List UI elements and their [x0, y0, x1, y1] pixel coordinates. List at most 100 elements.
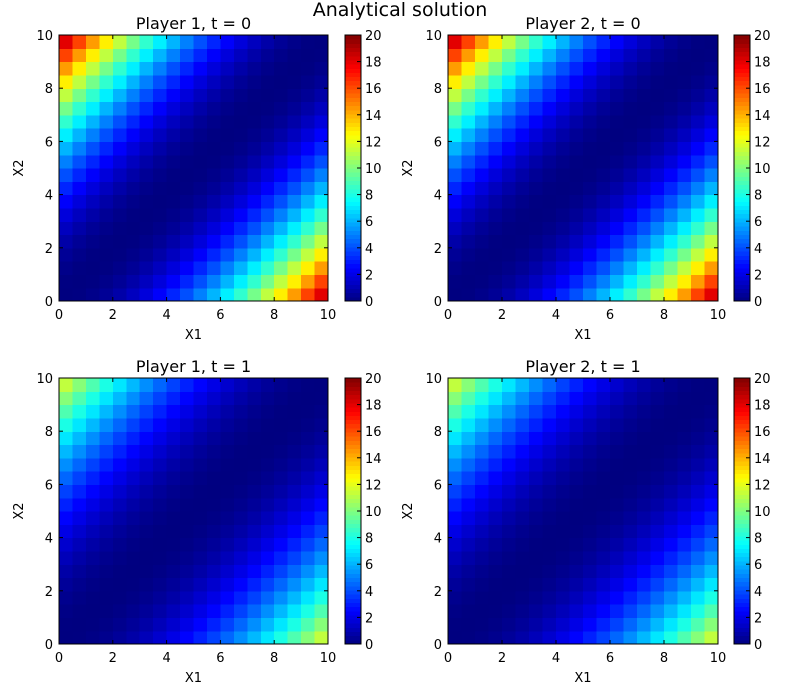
heatmap-cell — [637, 457, 652, 472]
colorbar-segment — [345, 477, 361, 483]
heatmap-cell — [637, 497, 652, 512]
heatmap-cell — [475, 207, 490, 222]
heatmap-cell — [664, 181, 679, 196]
heatmap-cell — [166, 378, 181, 392]
colorbar-segment — [345, 259, 361, 265]
heatmap-cell — [247, 511, 262, 525]
colorbar-segment — [345, 163, 361, 169]
colorbar-segment — [734, 544, 750, 549]
heatmap-cell — [301, 537, 316, 552]
colorbar-segment — [345, 565, 361, 570]
heatmap-cell — [664, 471, 679, 485]
heatmap-cell — [677, 287, 692, 302]
heatmap-cell — [153, 537, 168, 552]
heatmap-cell — [691, 48, 706, 63]
heatmap-cell — [502, 194, 517, 209]
colorbar-segment — [345, 188, 361, 194]
heatmap-cell — [704, 35, 719, 49]
heatmap-cell — [247, 74, 262, 89]
heatmap-cell — [583, 497, 598, 512]
heatmap-cell — [637, 378, 652, 392]
heatmap-cell — [139, 391, 154, 406]
heatmap-cell — [112, 181, 127, 196]
colorbar-segment — [734, 511, 750, 516]
heatmap-cell — [59, 617, 74, 632]
heatmap-cell — [637, 511, 652, 525]
heatmap-cell — [85, 417, 100, 432]
heatmap-cell — [502, 404, 517, 419]
heatmap-cell — [166, 444, 181, 459]
colorbar-segment — [734, 280, 750, 285]
heatmap-cell — [180, 221, 195, 236]
colorbar-segment — [734, 251, 750, 256]
heatmap-cell — [233, 114, 248, 129]
heatmap-cell — [112, 617, 127, 632]
heatmap-cell — [556, 101, 571, 116]
heatmap-cell — [220, 431, 235, 446]
heatmap-cell — [677, 261, 692, 275]
heatmap-cell — [206, 431, 221, 446]
heatmap-cell — [153, 378, 168, 392]
colorbar-segment — [734, 292, 750, 298]
heatmap-cell — [515, 378, 530, 392]
heatmap-cell — [260, 141, 275, 156]
heatmap-cell — [529, 484, 544, 499]
heatmap-cell — [274, 617, 289, 632]
heatmap-cell — [99, 404, 114, 419]
heatmap-cell — [569, 511, 584, 525]
heatmap-cell — [542, 617, 557, 632]
heatmap-cell — [193, 431, 208, 446]
heatmap-cell — [704, 497, 719, 512]
heatmap-cell — [314, 604, 329, 618]
heatmap-cell — [301, 550, 316, 565]
heatmap-cell — [596, 88, 611, 103]
heatmap-cell — [287, 431, 302, 446]
heatmap-cell — [650, 274, 665, 289]
heatmap-cell — [475, 234, 490, 249]
heatmap-cell — [515, 247, 530, 262]
heatmap-cell — [475, 391, 490, 406]
heatmap-cell — [475, 61, 490, 76]
heatmap-cell — [461, 128, 476, 142]
colorbar-segment — [345, 134, 361, 140]
colorbar-segment — [345, 486, 361, 491]
colorbar-segment — [345, 511, 361, 516]
heatmap-cell — [180, 247, 195, 262]
heatmap-cell — [233, 444, 248, 459]
colorbar-segment — [734, 109, 750, 115]
heatmap-cell — [112, 207, 127, 222]
heatmap-cell — [85, 261, 100, 275]
colorbar-segment — [345, 606, 361, 612]
heatmap-cell — [126, 234, 141, 249]
heatmap-cell — [180, 471, 195, 485]
heatmap-cell — [85, 497, 100, 512]
heatmap-cell — [112, 457, 127, 472]
heatmap-cell — [166, 221, 181, 236]
heatmap-cell — [260, 417, 275, 432]
colorbar-segment — [345, 72, 361, 78]
heatmap-cell — [301, 378, 316, 392]
heatmap-cell — [220, 511, 235, 525]
heatmap-cell — [287, 537, 302, 552]
heatmap-cell — [314, 234, 329, 249]
heatmap-cell — [274, 261, 289, 275]
heatmap-cell — [515, 114, 530, 129]
heatmap-cell — [637, 261, 652, 275]
colorbar-segment — [734, 197, 750, 202]
heatmap-cell — [166, 234, 181, 249]
heatmap-cell — [247, 431, 262, 446]
heatmap-cell — [529, 444, 544, 459]
heatmap-cell — [664, 261, 679, 275]
heatmap-cell — [274, 234, 289, 249]
heatmap-cell — [72, 154, 87, 169]
heatmap-cell — [126, 61, 141, 76]
heatmap-cell — [461, 431, 476, 446]
heatmap-cell — [461, 564, 476, 579]
heatmap-cell — [233, 431, 248, 446]
heatmap-cell — [139, 114, 154, 129]
heatmap-cell — [448, 444, 463, 459]
colorbar-segment — [734, 238, 750, 244]
colorbar-segment — [734, 515, 750, 520]
heatmap-cell — [448, 247, 463, 262]
heatmap-cell — [448, 417, 463, 432]
